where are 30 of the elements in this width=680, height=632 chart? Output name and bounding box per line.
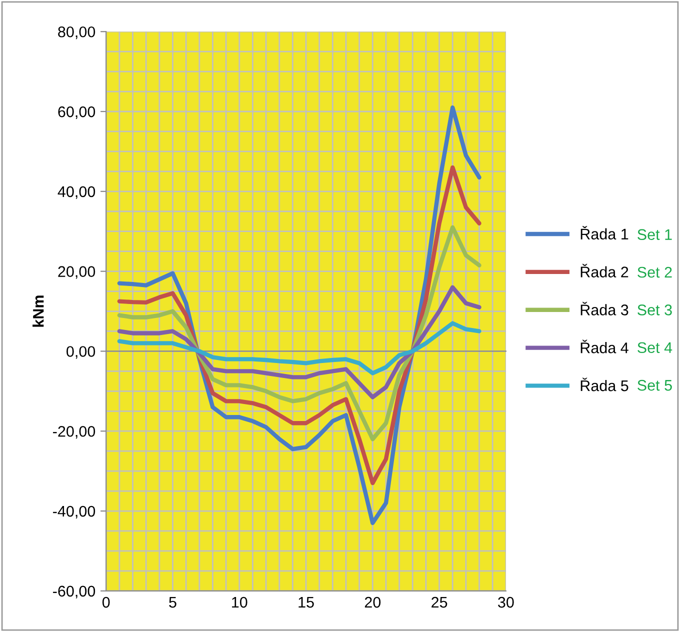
text: Set 2	[638, 266, 672, 278]
legend-label: Řada 2	[580, 264, 628, 278]
text: Set 4	[638, 342, 672, 354]
y-axis-title: kNm	[32, 296, 44, 327]
text: Set 1	[638, 229, 672, 240]
legend-label: Řada 1	[580, 226, 628, 240]
x-tick-label: 10	[232, 596, 248, 608]
y-tick-label: -40,00	[53, 506, 96, 519]
x-tick-label: 15	[298, 597, 314, 608]
legend-label: Řada 3	[580, 302, 628, 316]
x-tick-label: 30	[498, 596, 514, 608]
y-tick-label: 20,00	[58, 266, 96, 279]
text: Set 5	[638, 380, 672, 391]
x-tick-label: 5	[169, 597, 176, 608]
legend-label: Řada 5	[580, 378, 628, 392]
y-tick-label: 80,00	[58, 26, 96, 40]
y-tick-label: 60,00	[58, 106, 96, 119]
y-tick-label: 40,00	[58, 186, 96, 199]
text: Set 3	[638, 304, 672, 316]
x-tick-label: 20	[364, 596, 381, 608]
y-tick-label: -60,00	[53, 586, 96, 598]
line-series	[117, 321, 482, 376]
line-series	[117, 165, 482, 486]
y-tick-label: -20,00	[53, 426, 96, 439]
line-series	[117, 285, 482, 400]
legend-label: Řada 4	[580, 340, 628, 354]
x-tick-label: 25	[432, 596, 448, 608]
x-tick-label: 0	[102, 596, 110, 608]
line-series	[117, 225, 482, 442]
y-tick-label: 0,00	[66, 346, 96, 359]
